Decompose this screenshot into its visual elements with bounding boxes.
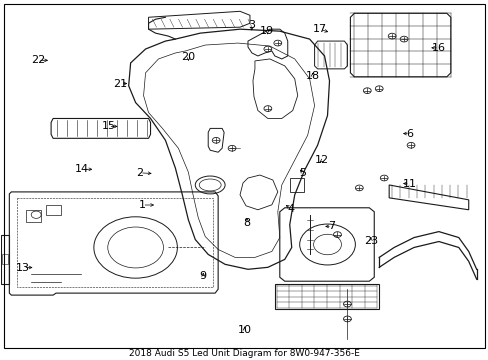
Text: 15: 15 [101, 121, 115, 131]
Text: 13: 13 [16, 262, 30, 273]
Bar [46, 205, 61, 215]
Text: 6: 6 [406, 129, 412, 139]
Text: 22: 22 [31, 55, 45, 65]
Text: 18: 18 [305, 71, 319, 81]
Text: 7: 7 [328, 221, 335, 231]
Text: 17: 17 [312, 24, 326, 34]
Text: 20: 20 [181, 52, 195, 62]
Bar [2, 255, 8, 264]
Text: 2: 2 [136, 168, 143, 178]
Text: 19: 19 [260, 26, 274, 36]
Text: 1: 1 [139, 200, 145, 210]
Text: 2018 Audi S5 Led Unit Diagram for 8W0-947-356-E: 2018 Audi S5 Led Unit Diagram for 8W0-94… [129, 349, 359, 358]
Text: 5: 5 [299, 168, 305, 178]
Text: 3: 3 [248, 19, 255, 30]
Text: 23: 23 [363, 236, 377, 246]
Text: 4: 4 [286, 203, 294, 213]
Text: 9: 9 [199, 271, 206, 282]
Bar [289, 178, 303, 192]
Text: 10: 10 [237, 325, 251, 335]
Text: 16: 16 [431, 43, 445, 53]
Text: 21: 21 [113, 78, 127, 89]
Text: 12: 12 [315, 156, 329, 165]
Text: 8: 8 [243, 218, 250, 228]
Bar [274, 284, 379, 309]
Text: 11: 11 [402, 179, 416, 189]
Bar [26, 210, 41, 222]
Text: 14: 14 [74, 164, 88, 174]
